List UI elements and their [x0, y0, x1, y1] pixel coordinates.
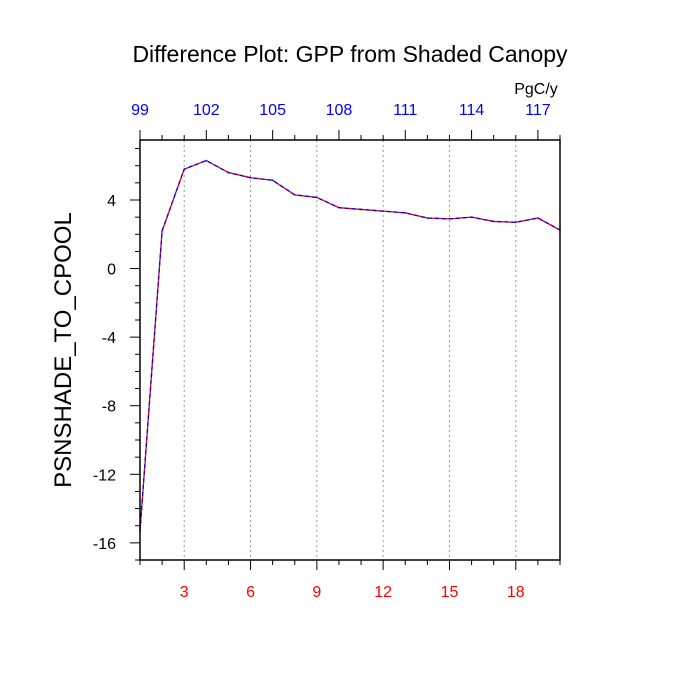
x-tick-label-9: 9	[312, 584, 321, 601]
top-tick-label-105: 105	[259, 102, 286, 119]
data-point-15	[448, 218, 451, 220]
series-line-0	[139, 159, 561, 531]
data-point-8	[293, 194, 296, 196]
data-point-7	[271, 179, 274, 182]
y-tick-label--12: -12	[93, 467, 116, 484]
data-point-19	[537, 217, 539, 219]
data-point-13	[404, 212, 407, 214]
data-point-11	[360, 208, 362, 211]
top-tick-label-102: 102	[193, 102, 220, 119]
x-tick-label-3: 3	[180, 584, 189, 601]
data-point-4	[205, 159, 208, 162]
y-tick-label--16: -16	[93, 536, 116, 553]
data-point-3	[183, 168, 186, 170]
axis-layer	[130, 130, 561, 570]
top-axis-units: PgC/y	[514, 81, 558, 98]
data-point-10	[338, 206, 340, 209]
data-point-5	[227, 171, 230, 174]
y-tick-label-0: 0	[107, 262, 116, 279]
top-tick-label-108: 108	[326, 102, 353, 119]
chart-title: Difference Plot: GPP from Shaded Canopy	[132, 41, 568, 67]
plot-frame	[139, 139, 561, 561]
x-tick-label-15: 15	[441, 584, 459, 601]
y-tick-label--8: -8	[102, 399, 116, 416]
x-tick-label-12: 12	[374, 584, 392, 601]
data-point-14	[426, 217, 429, 219]
y-axis-label: PSNSHADE_TO_CPOOL	[50, 212, 77, 488]
top-tick-label-99: 99	[131, 102, 149, 119]
tick-label-layer: 3 6 9 12 15 18 99 102 105 108 111 114 117 -16 -12 -8 -4 0…	[93, 102, 551, 601]
data-point-18	[514, 221, 517, 224]
top-tick-label-111: 111	[393, 102, 417, 119]
top-tick-label-117: 117	[525, 102, 551, 119]
data-point-12	[382, 210, 384, 212]
grid-layer	[183, 140, 517, 560]
x-tick-label-6: 6	[246, 584, 255, 601]
data-point-16	[470, 216, 473, 218]
data-point-17	[492, 220, 495, 223]
top-tick-label-114: 114	[459, 102, 485, 119]
data-point-2	[161, 230, 163, 232]
y-tick-label-4: 4	[107, 193, 116, 210]
data-point-9	[316, 196, 318, 199]
series-line-overlay-0	[139, 159, 561, 531]
data-point-6	[249, 176, 252, 179]
y-tick-label--4: -4	[102, 330, 116, 347]
x-tick-label-18: 18	[507, 584, 525, 601]
series-layer	[139, 159, 561, 532]
